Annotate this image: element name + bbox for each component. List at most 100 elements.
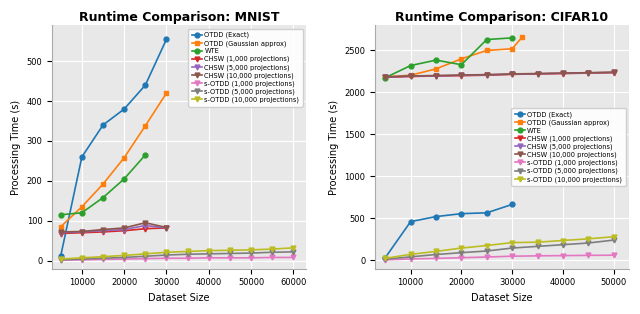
WTE [120, 177, 128, 181]
Line: CHSW (1,000 projections): CHSW (1,000 projections) [58, 225, 169, 236]
s-OTDD (10,000 projections) [407, 252, 415, 256]
Line: CHSW (10,000 projections): CHSW (10,000 projections) [58, 220, 169, 234]
s-OTDD (1,000 projections) [534, 254, 541, 258]
s-OTDD (1,000 projections) [584, 253, 592, 257]
s-OTDD (5,000 projections) [407, 255, 415, 259]
s-OTDD (10,000 projections) [381, 257, 389, 260]
s-OTDD (5,000 projections) [57, 258, 65, 262]
WTE [407, 64, 415, 68]
Line: s-OTDD (1,000 projections): s-OTDD (1,000 projections) [58, 255, 296, 263]
CHSW (5,000 projections) [584, 71, 592, 75]
OTDD (Exact) [120, 107, 128, 111]
CHSW (1,000 projections) [141, 227, 149, 230]
s-OTDD (5,000 projections) [559, 243, 567, 246]
OTDD (Exact) [381, 256, 389, 260]
s-OTDD (10,000 projections) [78, 256, 86, 260]
s-OTDD (10,000 projections) [610, 235, 618, 239]
s-OTDD (1,000 projections) [141, 257, 149, 261]
Line: s-OTDD (5,000 projections): s-OTDD (5,000 projections) [383, 238, 616, 262]
Line: WTE: WTE [58, 153, 148, 217]
CHSW (1,000 projections) [99, 230, 107, 234]
s-OTDD (5,000 projections) [381, 257, 389, 261]
s-OTDD (1,000 projections) [247, 256, 255, 260]
Legend: OTDD (Exact), OTDD (Gaussian approx), WTE, CHSW (1,000 projections), CHSW (5,000: OTDD (Exact), OTDD (Gaussian approx), WT… [188, 29, 303, 107]
CHSW (1,000 projections) [458, 74, 465, 78]
Line: OTDD (Gaussian approx): OTDD (Gaussian approx) [383, 35, 525, 79]
CHSW (1,000 projections) [584, 71, 592, 75]
s-OTDD (5,000 projections) [483, 249, 491, 253]
s-OTDD (1,000 projections) [57, 258, 65, 262]
CHSW (10,000 projections) [483, 73, 491, 77]
OTDD (Gaussian approx) [518, 35, 526, 39]
CHSW (10,000 projections) [78, 230, 86, 233]
s-OTDD (1,000 projections) [99, 257, 107, 261]
CHSW (10,000 projections) [432, 74, 440, 78]
X-axis label: Dataset Size: Dataset Size [148, 293, 210, 303]
Y-axis label: Processing Time (s): Processing Time (s) [329, 100, 339, 194]
OTDD (Exact) [163, 37, 170, 41]
s-OTDD (5,000 projections) [432, 253, 440, 257]
CHSW (5,000 projections) [559, 71, 567, 75]
s-OTDD (10,000 projections) [289, 246, 297, 250]
s-OTDD (10,000 projections) [163, 250, 170, 254]
s-OTDD (1,000 projections) [78, 258, 86, 262]
s-OTDD (1,000 projections) [559, 254, 567, 257]
X-axis label: Dataset Size: Dataset Size [471, 293, 532, 303]
s-OTDD (1,000 projections) [458, 256, 465, 260]
Title: Runtime Comparison: CIFAR10: Runtime Comparison: CIFAR10 [396, 11, 609, 24]
CHSW (1,000 projections) [407, 75, 415, 78]
OTDD (Exact) [78, 155, 86, 159]
s-OTDD (1,000 projections) [205, 256, 212, 260]
OTDD (Exact) [407, 220, 415, 224]
s-OTDD (5,000 projections) [508, 246, 516, 250]
CHSW (1,000 projections) [57, 232, 65, 236]
CHSW (10,000 projections) [120, 226, 128, 230]
OTDD (Gaussian approx) [508, 47, 516, 51]
CHSW (1,000 projections) [432, 74, 440, 78]
s-OTDD (10,000 projections) [99, 255, 107, 258]
s-OTDD (10,000 projections) [184, 250, 191, 253]
s-OTDD (10,000 projections) [508, 241, 516, 245]
s-OTDD (1,000 projections) [289, 256, 297, 259]
Line: OTDD (Gaussian approx): OTDD (Gaussian approx) [58, 91, 169, 229]
s-OTDD (10,000 projections) [141, 252, 149, 256]
CHSW (1,000 projections) [78, 231, 86, 235]
s-OTDD (5,000 projections) [289, 250, 297, 254]
Line: s-OTDD (1,000 projections): s-OTDD (1,000 projections) [383, 253, 616, 262]
OTDD (Exact) [483, 211, 491, 215]
s-OTDD (10,000 projections) [247, 248, 255, 252]
CHSW (10,000 projections) [534, 72, 541, 75]
Line: s-OTDD (5,000 projections): s-OTDD (5,000 projections) [58, 249, 296, 262]
s-OTDD (10,000 projections) [120, 254, 128, 257]
CHSW (5,000 projections) [99, 229, 107, 233]
s-OTDD (1,000 projections) [381, 258, 389, 262]
CHSW (10,000 projections) [610, 70, 618, 74]
CHSW (10,000 projections) [381, 75, 389, 79]
s-OTDD (10,000 projections) [57, 257, 65, 261]
s-OTDD (5,000 projections) [610, 238, 618, 242]
CHSW (5,000 projections) [78, 230, 86, 234]
CHSW (10,000 projections) [99, 228, 107, 231]
Y-axis label: Processing Time (s): Processing Time (s) [11, 100, 21, 194]
OTDD (Gaussian approx) [163, 91, 170, 95]
OTDD (Exact) [99, 123, 107, 127]
WTE [483, 38, 491, 41]
CHSW (10,000 projections) [584, 71, 592, 74]
s-OTDD (1,000 projections) [432, 257, 440, 260]
CHSW (1,000 projections) [508, 73, 516, 76]
CHSW (10,000 projections) [559, 71, 567, 75]
Legend: OTDD (Exact), OTDD (Gaussian approx), WTE, CHSW (1,000 projections), CHSW (5,000: OTDD (Exact), OTDD (Gaussian approx), WT… [511, 108, 625, 186]
s-OTDD (10,000 projections) [458, 246, 465, 250]
CHSW (1,000 projections) [610, 71, 618, 74]
s-OTDD (1,000 projections) [184, 256, 191, 260]
s-OTDD (1,000 projections) [483, 255, 491, 259]
Line: CHSW (1,000 projections): CHSW (1,000 projections) [383, 70, 616, 80]
WTE [99, 196, 107, 199]
s-OTDD (10,000 projections) [205, 249, 212, 252]
OTDD (Gaussian approx) [407, 73, 415, 77]
s-OTDD (10,000 projections) [483, 244, 491, 247]
CHSW (1,000 projections) [163, 226, 170, 230]
CHSW (1,000 projections) [120, 229, 128, 233]
CHSW (5,000 projections) [458, 73, 465, 77]
OTDD (Gaussian approx) [141, 124, 149, 128]
